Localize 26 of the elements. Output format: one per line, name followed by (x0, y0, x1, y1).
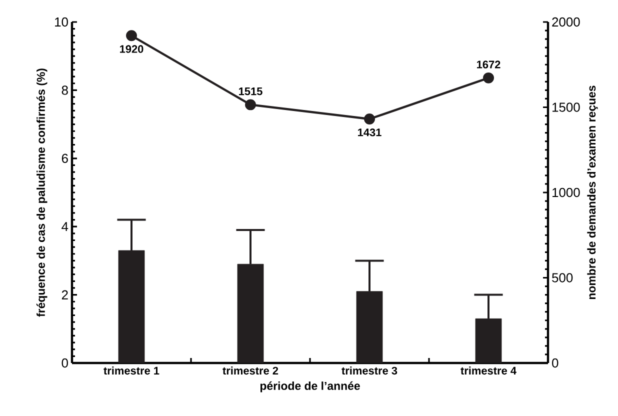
y2-tick-label: 500 (552, 273, 573, 282)
y-tick-label: 6 (62, 154, 68, 163)
x-tick-label: trimestre 3 (342, 366, 398, 375)
y-tick-label: 8 (62, 86, 68, 95)
y-tick-label: 0 (62, 358, 68, 368)
y2-tick-label: 2000 (552, 17, 580, 27)
y-tick-label: 10 (55, 17, 68, 27)
data-label: 1920 (120, 45, 144, 53)
y-tick-label: 2 (62, 290, 68, 300)
point (126, 30, 137, 42)
y2-tick-label: 1000 (552, 188, 580, 198)
data-label: 1672 (477, 60, 500, 68)
y2-tick-label: 0 (552, 358, 558, 368)
point (364, 114, 375, 124)
x-tick-label: trimestre 4 (460, 366, 516, 375)
x-tick-label: trimestre 1 (104, 366, 160, 375)
point (483, 72, 494, 84)
y-axis-title: fréquence de cas de paludisme confirmés (%) (36, 68, 48, 317)
data-label: 1515 (239, 88, 262, 96)
x-tick-label: trimestre 2 (222, 366, 278, 375)
x-axis-title: période de l’année (260, 381, 360, 392)
y-tick-label: 4 (62, 222, 68, 232)
point (245, 99, 256, 110)
y2-tick-label: 1500 (552, 102, 580, 112)
y2-axis-title: nombre de demandes d’examen reçues (587, 86, 598, 300)
data-label: 1431 (358, 128, 382, 136)
